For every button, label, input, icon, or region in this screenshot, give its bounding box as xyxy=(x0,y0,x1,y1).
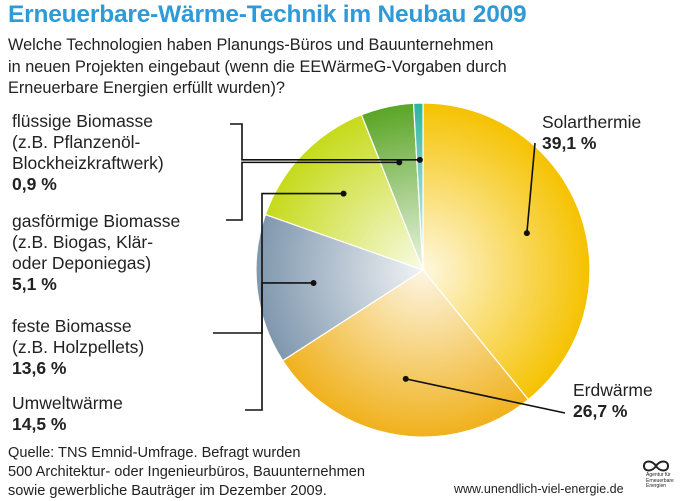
logo-text-line: Agentur für xyxy=(646,472,671,478)
leader-line xyxy=(526,142,536,234)
slice-label-fluessige-biomasse: flüssige Biomasse (z.B. Pflanzenöl- Bloc… xyxy=(12,111,164,195)
pie-slice xyxy=(422,102,591,401)
logo-text-line: Energien xyxy=(646,483,667,490)
subtitle-line: Welche Technologien haben Planungs-Büros… xyxy=(8,36,494,54)
slice-label-erdwaerme: Erdwärme 26,7 % xyxy=(573,380,653,422)
leader-dot xyxy=(416,156,423,163)
slice-label-text: oder Deponiegas) xyxy=(12,253,152,273)
slice-label-text: Erdwärme xyxy=(573,380,653,400)
slice-value-label: 26,7 % xyxy=(573,401,628,421)
leader-line xyxy=(245,282,314,411)
slice-label-solarthermie: Solarthermie 39,1 % xyxy=(542,112,641,154)
pie-slice xyxy=(412,102,424,271)
slice-label-text: Umweltwärme xyxy=(12,393,123,413)
leader-line xyxy=(226,161,400,221)
source-line: Quelle: TNS Emnid-Umfrage. Befragt wurde… xyxy=(8,445,301,461)
leader-dot xyxy=(396,159,403,166)
leader-line xyxy=(213,192,344,334)
chart-subtitle: Welche Technologien haben Planungs-Büros… xyxy=(8,35,678,100)
slice-value-label: 0,9 % xyxy=(12,174,57,194)
slice-label-text: Solarthermie xyxy=(542,112,642,132)
logo-text: Agentur für Erneuerbare Energien xyxy=(646,472,682,490)
slice-label-text: gasförmige Biomasse xyxy=(12,211,181,231)
leader-dot xyxy=(402,375,409,382)
source-line: 500 Architektur- oder Ingenieurbüros, Ba… xyxy=(8,464,365,480)
agency-logo: Agentur für Erneuerbare Energien xyxy=(636,458,682,498)
slice-label-feste-biomasse: feste Biomasse (z.B. Holzpellets) 13,6 % xyxy=(12,316,144,379)
subtitle-line: in neuen Projekten eingebaut (wenn die E… xyxy=(8,57,507,76)
slice-value-label: 14,5 % xyxy=(12,414,67,434)
leader-dot xyxy=(340,190,347,197)
slice-label-text: (z.B. Pflanzenöl- xyxy=(12,132,141,152)
chart-title: Erneuerbare-Wärme-Technik im Neubau 2009 xyxy=(8,1,527,28)
slice-value-label: 5,1 % xyxy=(12,274,57,294)
source-line: sowie gewerbliche Bauträger im Dezember … xyxy=(8,483,327,499)
leader-line xyxy=(405,378,566,414)
slice-label-text: flüssige Biomasse xyxy=(12,111,154,131)
slice-label-gasfoermige-biomasse: gasförmige Biomasse (z.B. Biogas, Klär- … xyxy=(12,211,180,295)
logo-text-line: Erneuerbare xyxy=(646,477,674,484)
subtitle-line: Erneuerbare Energien erfüllt wurden)? xyxy=(8,79,285,97)
slice-label-text: (z.B. Biogas, Klär- xyxy=(12,232,154,252)
leader-dot xyxy=(310,279,317,286)
source-note: Quelle: TNS Emnid-Umfrage. Befragt wurde… xyxy=(8,444,365,501)
pie-slice xyxy=(281,269,530,438)
slice-label-umweltwaerme: Umweltwärme 14,5 % xyxy=(12,393,123,435)
slice-label-text: Blockheizkraftwerk) xyxy=(12,153,164,173)
slice-value-label: 13,6 % xyxy=(12,358,67,378)
slice-label-text: (z.B. Holzpellets) xyxy=(12,337,145,357)
slice-value-label: 39,1 % xyxy=(542,133,597,153)
infinity-icon xyxy=(642,460,670,472)
slice-label-text: feste Biomasse xyxy=(12,316,132,336)
footer-url[interactable]: www.unendlich-viel-energie.de xyxy=(454,482,624,496)
leader-line xyxy=(230,123,420,161)
leader-dot xyxy=(523,230,530,237)
